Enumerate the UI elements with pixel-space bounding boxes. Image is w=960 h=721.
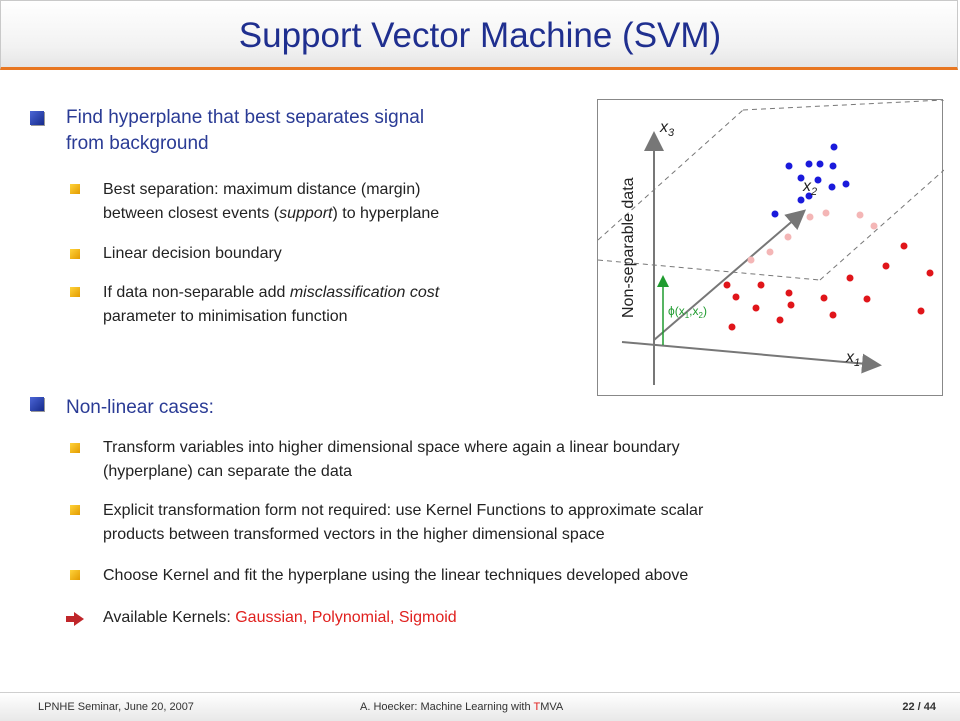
bullet-text: (hyperplane) can separate the data — [103, 463, 353, 480]
faded-point — [766, 248, 774, 256]
background-point — [728, 323, 736, 331]
page-current: 22 — [902, 701, 915, 713]
background-point — [787, 301, 795, 309]
slide-title: Support Vector Machine (SVM) — [238, 16, 722, 55]
signal-point — [785, 162, 793, 170]
hyperplane-bottom-edge — [597, 259, 821, 281]
hyperplane-left-edge — [597, 109, 744, 241]
signal-point — [830, 143, 838, 151]
background-point — [926, 269, 934, 277]
section1-heading: Find hyperplane that best separates sign… — [66, 105, 424, 157]
kernels-label: Available Kernels: — [103, 609, 236, 626]
section1-heading-line1: Find hyperplane that best separates sign… — [66, 107, 425, 128]
page-number: 22 / 44 — [902, 701, 936, 713]
signal-point — [816, 160, 824, 168]
svm-diagram: x3 x2 x1 ϕ(x1,x2) Non-separable data — [597, 99, 945, 385]
bullet-text: If data non-separable add — [103, 284, 290, 301]
non-separable-label: Non-separable data — [620, 177, 637, 318]
bullet-text-italic: support — [279, 205, 333, 222]
bullet-text: Transform variables into higher dimensio… — [103, 439, 680, 456]
signal-point — [814, 176, 822, 184]
bullet-text: between closest events ( — [103, 205, 280, 222]
bullet-text: Choose Kernel and fit the hyperplane usi… — [103, 567, 689, 584]
faded-point — [747, 256, 755, 264]
background-point — [917, 307, 925, 315]
phi-label: ϕ(x1,x2) — [668, 304, 707, 320]
sub-bullet-icon — [70, 570, 80, 580]
signal-point — [797, 196, 805, 204]
bullet-best-separation: Best separation: maximum distance (margi… — [103, 178, 439, 226]
faded-point — [806, 213, 814, 221]
bullet-text: products between transformed vectors in … — [103, 526, 605, 543]
sub-bullet-icon — [70, 249, 80, 259]
bullet-text: Explicit transformation form not require… — [103, 502, 704, 519]
sub-bullet-icon — [70, 287, 80, 297]
x2-axis — [653, 209, 807, 341]
sub-bullet-icon — [70, 443, 80, 453]
faded-points — [747, 209, 878, 264]
background-point — [846, 274, 854, 282]
signal-points — [771, 143, 850, 218]
faded-point — [856, 211, 864, 219]
section-bullet-icon — [30, 111, 44, 125]
signal-point — [805, 192, 813, 200]
bullet-non-separable: If data non-separable add misclassificat… — [103, 281, 439, 329]
bullet-transform-variables: Transform variables into higher dimensio… — [103, 436, 680, 484]
background-point — [776, 316, 784, 324]
signal-point — [828, 183, 836, 191]
signal-point — [771, 210, 779, 218]
x2-label: x2 — [802, 178, 817, 198]
footer-author: A. Hoecker: Machine Learning with TMVA — [360, 701, 563, 713]
faded-point — [870, 222, 878, 230]
background-point — [882, 262, 890, 270]
footer-tmva-t: T — [533, 701, 541, 713]
kernels-list: Gaussian, Polynomial, Sigmoid — [235, 609, 457, 626]
bullet-text: ) to hyperplane — [332, 205, 440, 222]
bullet-text: Linear decision boundary — [103, 245, 282, 262]
x3-label: x3 — [659, 119, 675, 139]
background-point — [829, 311, 837, 319]
faded-point — [784, 233, 792, 241]
signal-point — [797, 174, 805, 182]
x1-label: x1 — [845, 349, 860, 369]
section2-heading: Non-linear cases: — [66, 397, 214, 418]
section-bullet-icon — [30, 397, 44, 411]
arrow-bullet-icon — [66, 612, 84, 626]
svm-figure: x3 x2 x1 ϕ(x1,x2) Non-separable data — [597, 99, 945, 396]
page-sep: / — [914, 701, 924, 713]
signal-point — [805, 160, 813, 168]
section1-heading-line2: from background — [66, 133, 209, 154]
page-total: 44 — [923, 701, 936, 713]
sub-bullet-icon — [70, 505, 80, 515]
bullet-choose-kernel: Choose Kernel and fit the hyperplane usi… — [103, 564, 688, 588]
sub-bullet-icon — [70, 184, 80, 194]
background-point — [723, 281, 731, 289]
footer-tmva-rest: MVA — [540, 701, 564, 713]
background-point — [900, 242, 908, 250]
background-point — [752, 304, 760, 312]
hyperplane-top-edge — [742, 99, 945, 111]
signal-point — [842, 180, 850, 188]
background-points — [723, 242, 934, 331]
bullet-text: parameter to minimisation function — [103, 308, 348, 325]
signal-point — [829, 162, 837, 170]
background-point — [863, 295, 871, 303]
background-point — [785, 289, 793, 297]
bullet-text-italic: misclassification cost — [289, 284, 440, 301]
bullet-text: Best separation: maximum distance (margi… — [103, 181, 421, 198]
footer-author-text: A. Hoecker: Machine Learning with — [360, 701, 534, 713]
hyperplane-right-edge — [819, 169, 945, 281]
footer-event: LPNHE Seminar, June 20, 2007 — [38, 701, 194, 713]
title-bar — [0, 0, 958, 70]
bullet-linear-boundary: Linear decision boundary — [103, 242, 282, 266]
background-point — [820, 294, 828, 302]
bullet-kernel-functions: Explicit transformation form not require… — [103, 499, 703, 547]
footer: LPNHE Seminar, June 20, 2007 A. Hoecker:… — [0, 692, 960, 721]
background-point — [757, 281, 765, 289]
available-kernels: Available Kernels: Gaussian, Polynomial,… — [103, 606, 457, 630]
background-point — [732, 293, 740, 301]
x1-axis — [621, 341, 882, 374]
faded-point — [822, 209, 830, 217]
